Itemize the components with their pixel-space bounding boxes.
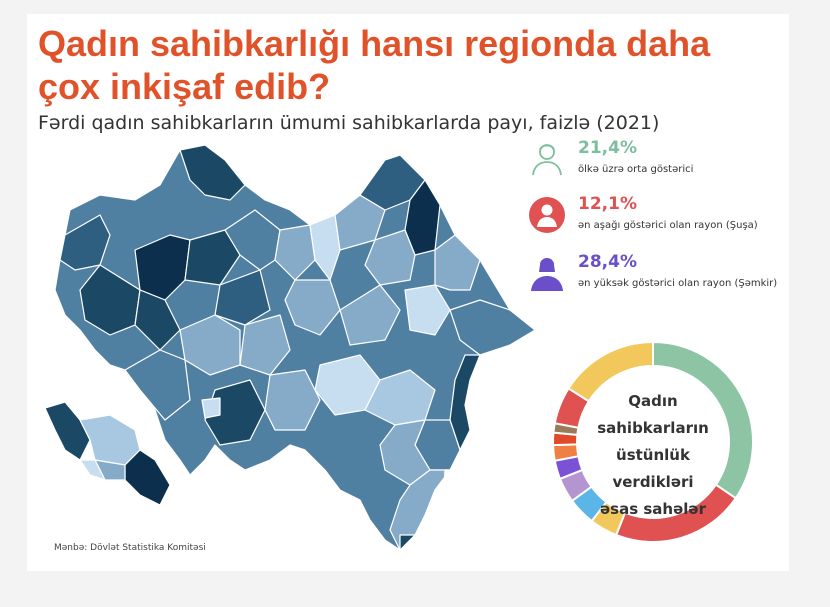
subtitle: Fərdi qadın sahibkarların ümumi sahibkar… bbox=[38, 112, 660, 134]
map-region bbox=[309, 214, 341, 281]
map-region bbox=[179, 144, 246, 201]
map-region bbox=[124, 449, 171, 506]
map-region bbox=[339, 284, 401, 346]
map-region bbox=[364, 229, 416, 286]
donut-center-line: üstünlük verdikləri bbox=[612, 446, 694, 491]
azerbaijan-choropleth-map bbox=[44, 144, 536, 551]
map-region bbox=[79, 459, 106, 481]
map-region bbox=[449, 299, 536, 356]
map-region bbox=[134, 289, 181, 351]
donut-center-line: əsas sahələr bbox=[600, 500, 706, 518]
map-region bbox=[184, 229, 241, 286]
stat-label: ölkə üzrə orta göstərici bbox=[578, 164, 694, 175]
map-region bbox=[443, 469, 459, 489]
donut-segments bbox=[552, 340, 754, 543]
donut-center-text: Qadın sahibkarların üstünlük verdikləri … bbox=[575, 388, 731, 523]
donut-center-line: sahibkarların bbox=[597, 419, 709, 437]
map-region bbox=[239, 314, 291, 376]
page-title: Qadın sahibkarlığı hansı regionda daha ç… bbox=[38, 23, 711, 107]
map-region bbox=[434, 234, 481, 291]
sectors-donut-chart bbox=[552, 340, 754, 543]
map-region bbox=[204, 379, 266, 446]
donut-center-line: Qadın bbox=[628, 392, 678, 410]
stat-label: ən aşağı göstərici olan rayon (Şuşa) bbox=[578, 220, 758, 231]
stat-value: 28,4% bbox=[578, 252, 637, 272]
map-region bbox=[274, 224, 316, 281]
map-region bbox=[399, 534, 416, 551]
map-region bbox=[214, 269, 271, 326]
map-region bbox=[334, 194, 386, 251]
map-region bbox=[284, 279, 341, 336]
source-note: Mənbə: Dövlət Statistika Komitəsi bbox=[54, 543, 206, 553]
map-region bbox=[264, 369, 321, 431]
map-region bbox=[201, 397, 221, 419]
stat-value: 21,4% bbox=[578, 138, 637, 158]
woman-red-circle-icon bbox=[529, 197, 565, 233]
map-region bbox=[54, 144, 536, 551]
stat-label: ən yüksək göstərici olan rayon (Şəmkir) bbox=[578, 278, 778, 289]
map-region bbox=[44, 401, 91, 461]
donut-segment bbox=[567, 340, 654, 403]
map-region bbox=[124, 349, 191, 421]
stat-value: 12,1% bbox=[578, 194, 637, 214]
woman-outline-icon bbox=[532, 144, 562, 176]
woman-purple-icon bbox=[531, 258, 563, 291]
map-region bbox=[404, 284, 451, 336]
